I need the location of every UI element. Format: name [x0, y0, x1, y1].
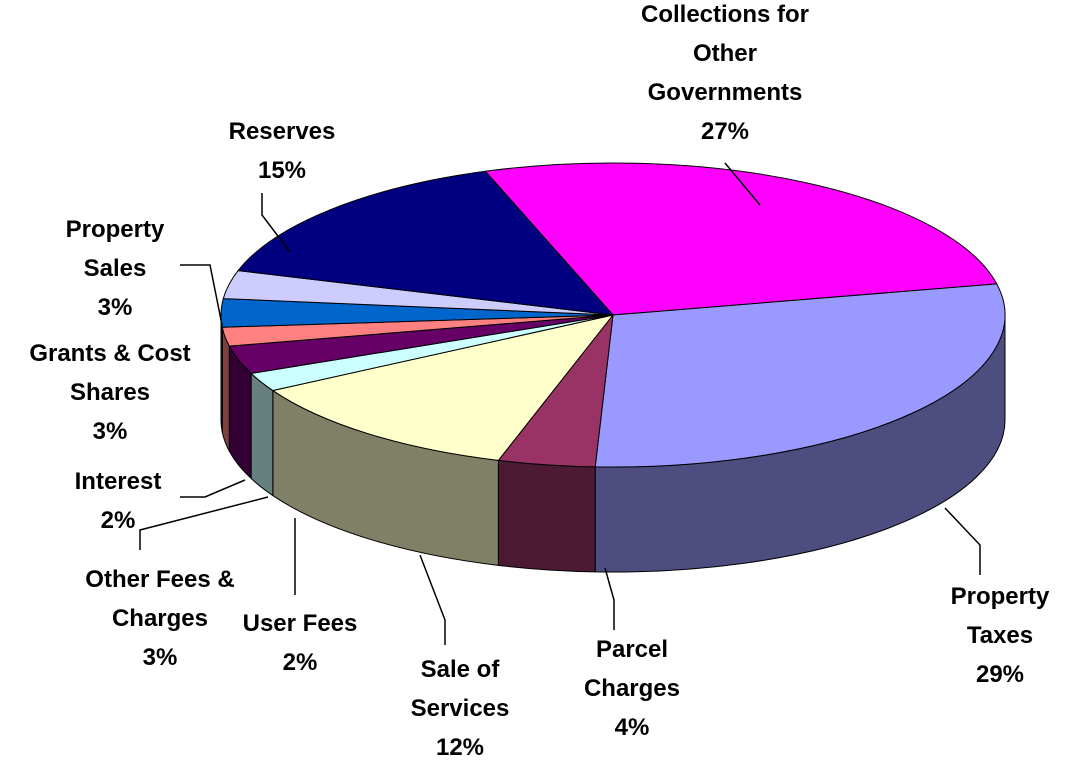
slice-label: Collections for Other Governments 27%: [625, 0, 825, 151]
slice-side: [497, 459, 596, 573]
slice-name: Interest: [74, 468, 162, 495]
slice-label: Property Sales 3%: [45, 210, 185, 327]
slice-value: 3%: [142, 644, 178, 671]
slice-label: Reserves 15%: [192, 112, 372, 190]
slice: [271, 314, 615, 461]
slice-label: Other Fees & Charges 3%: [50, 560, 270, 677]
slice-name: Property Sales: [65, 216, 165, 282]
leader-line: [180, 479, 246, 498]
slice-label: Interest 2%: [48, 462, 188, 540]
leader-line: [604, 567, 615, 630]
slice-value: 2%: [100, 507, 136, 534]
leader-line: [419, 554, 446, 645]
slice-name: User Fees: [242, 610, 358, 637]
slice-value: 27%: [700, 118, 750, 145]
slice-value: 3%: [97, 294, 133, 321]
slice-name: Property Taxes: [950, 583, 1050, 649]
slice-value: 15%: [257, 157, 307, 184]
slice-name: Other Fees & Charges: [85, 566, 235, 632]
slice-value: 2%: [282, 649, 318, 676]
leader-line: [724, 162, 761, 206]
slice-value: 29%: [975, 661, 1025, 688]
leader-line: [261, 193, 291, 253]
slice-label: Property Taxes 29%: [930, 577, 1069, 694]
leader-line: [139, 496, 269, 550]
slice-value: 4%: [614, 714, 650, 741]
slice-value: 12%: [435, 734, 485, 761]
slice-value: 3%: [92, 418, 128, 445]
slice-label: Grants & Cost Shares 3%: [0, 334, 225, 451]
slice: [594, 283, 1006, 468]
slice: [484, 162, 998, 316]
leader-line: [944, 507, 981, 575]
slice: [237, 170, 615, 316]
slice-label: User Fees 2%: [220, 604, 380, 682]
slice-name: Collections for Other Governments: [640, 1, 809, 106]
slice-name: Sale of Services: [410, 656, 510, 722]
slice-name: Reserves: [228, 118, 336, 145]
slice-name: Parcel Charges: [583, 636, 681, 702]
slice-name: Grants & Cost Shares: [29, 340, 191, 406]
slice-label: Sale of Services 12%: [390, 650, 530, 761]
leader-line: [180, 264, 223, 326]
slice-side: [250, 372, 274, 497]
slice-label: Parcel Charges 4%: [562, 630, 702, 747]
